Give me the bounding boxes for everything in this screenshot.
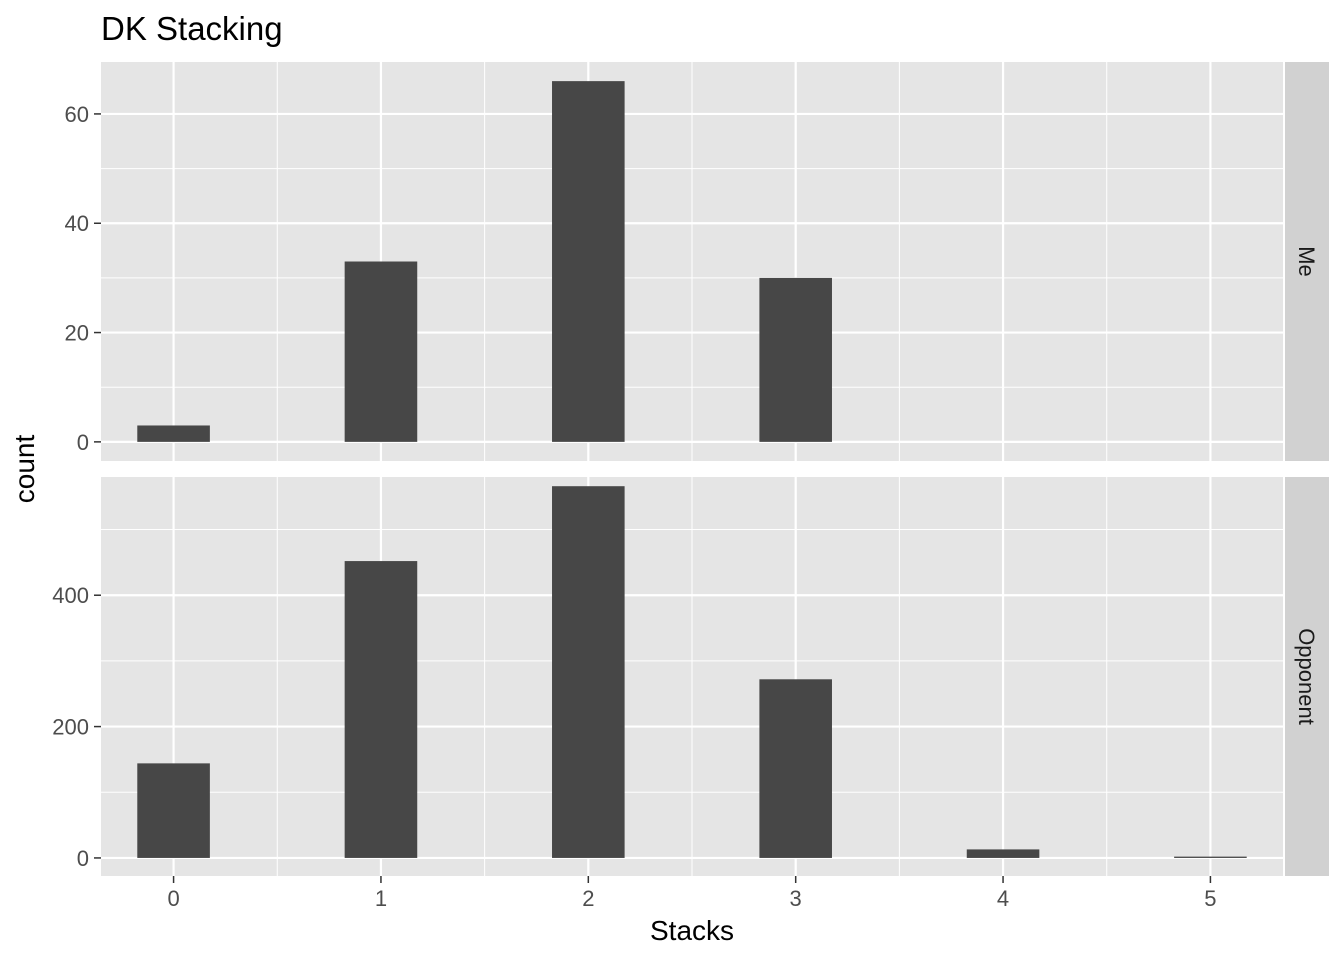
y-tick-label: 0 xyxy=(77,430,89,455)
y-tick-label: 20 xyxy=(65,321,89,346)
facet-panel-opponent: 0 200 400 Opponent xyxy=(52,477,1329,876)
facet-strip-label: Me xyxy=(1294,246,1319,277)
y-tick-label: 60 xyxy=(65,102,89,127)
bar-opponent-1 xyxy=(344,561,418,858)
y-tick-label: 0 xyxy=(77,846,89,871)
x-tick-label: 0 xyxy=(167,886,179,911)
y-tick-label: 400 xyxy=(52,583,89,608)
x-axis: 0 1 2 3 4 5 xyxy=(167,876,1217,911)
bar-me-3 xyxy=(759,277,832,442)
bar-opponent-4 xyxy=(966,849,1040,858)
x-tick-label: 3 xyxy=(790,886,802,911)
bar-me-2 xyxy=(552,81,625,442)
bar-me-0 xyxy=(137,425,210,442)
bar-opponent-3 xyxy=(759,679,832,858)
y-tick-label: 40 xyxy=(65,211,89,236)
facet-panel-me: 0 20 40 60 Me xyxy=(65,62,1329,461)
x-tick-label: 4 xyxy=(997,886,1009,911)
bar-opponent-5 xyxy=(1174,856,1247,858)
y-axis-title: count xyxy=(9,435,40,504)
x-axis-title: Stacks xyxy=(650,915,734,946)
x-tick-label: 1 xyxy=(375,886,387,911)
facet-strip-label: Opponent xyxy=(1294,628,1319,725)
x-tick-label: 2 xyxy=(582,886,594,911)
facet-strip xyxy=(1285,477,1329,876)
chart-title: DK Stacking xyxy=(101,10,283,47)
bar-me-1 xyxy=(344,261,418,442)
bar-opponent-2 xyxy=(552,486,625,858)
y-tick-label: 200 xyxy=(52,715,89,740)
facet-strip xyxy=(1285,62,1329,461)
bar-opponent-0 xyxy=(137,763,210,858)
x-tick-label: 5 xyxy=(1204,886,1216,911)
facet-panels: 0 20 40 60 Me 0 200 400 Opponent xyxy=(52,62,1329,876)
